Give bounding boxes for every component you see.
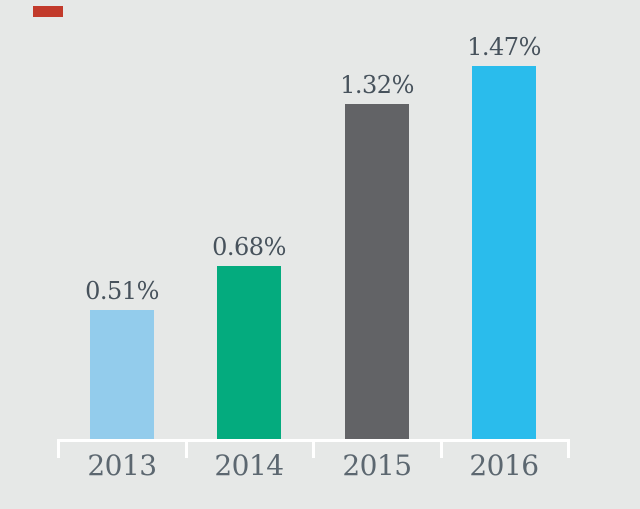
x-axis-tick [312,439,315,458]
bar-2016 [472,66,536,439]
x-axis-tick-label: 2016 [469,449,539,482]
x-axis-tick [57,439,60,458]
x-axis-tick [440,439,443,458]
x-axis-tick-label: 2014 [214,449,284,482]
bar-2014 [217,266,281,439]
x-axis-tick-label: 2015 [342,449,412,482]
x-axis-tick [185,439,188,458]
bar-value-label: 1.47% [467,33,541,61]
bar-2013 [90,310,154,439]
x-axis-tick [567,439,570,458]
bar-value-label: 0.51% [85,277,159,305]
x-axis-tick-label: 2013 [87,449,157,482]
red-marker [33,6,63,17]
bar-value-label: 0.68% [212,233,286,261]
bar-2015 [345,104,409,439]
bar-value-label: 1.32% [340,71,414,99]
